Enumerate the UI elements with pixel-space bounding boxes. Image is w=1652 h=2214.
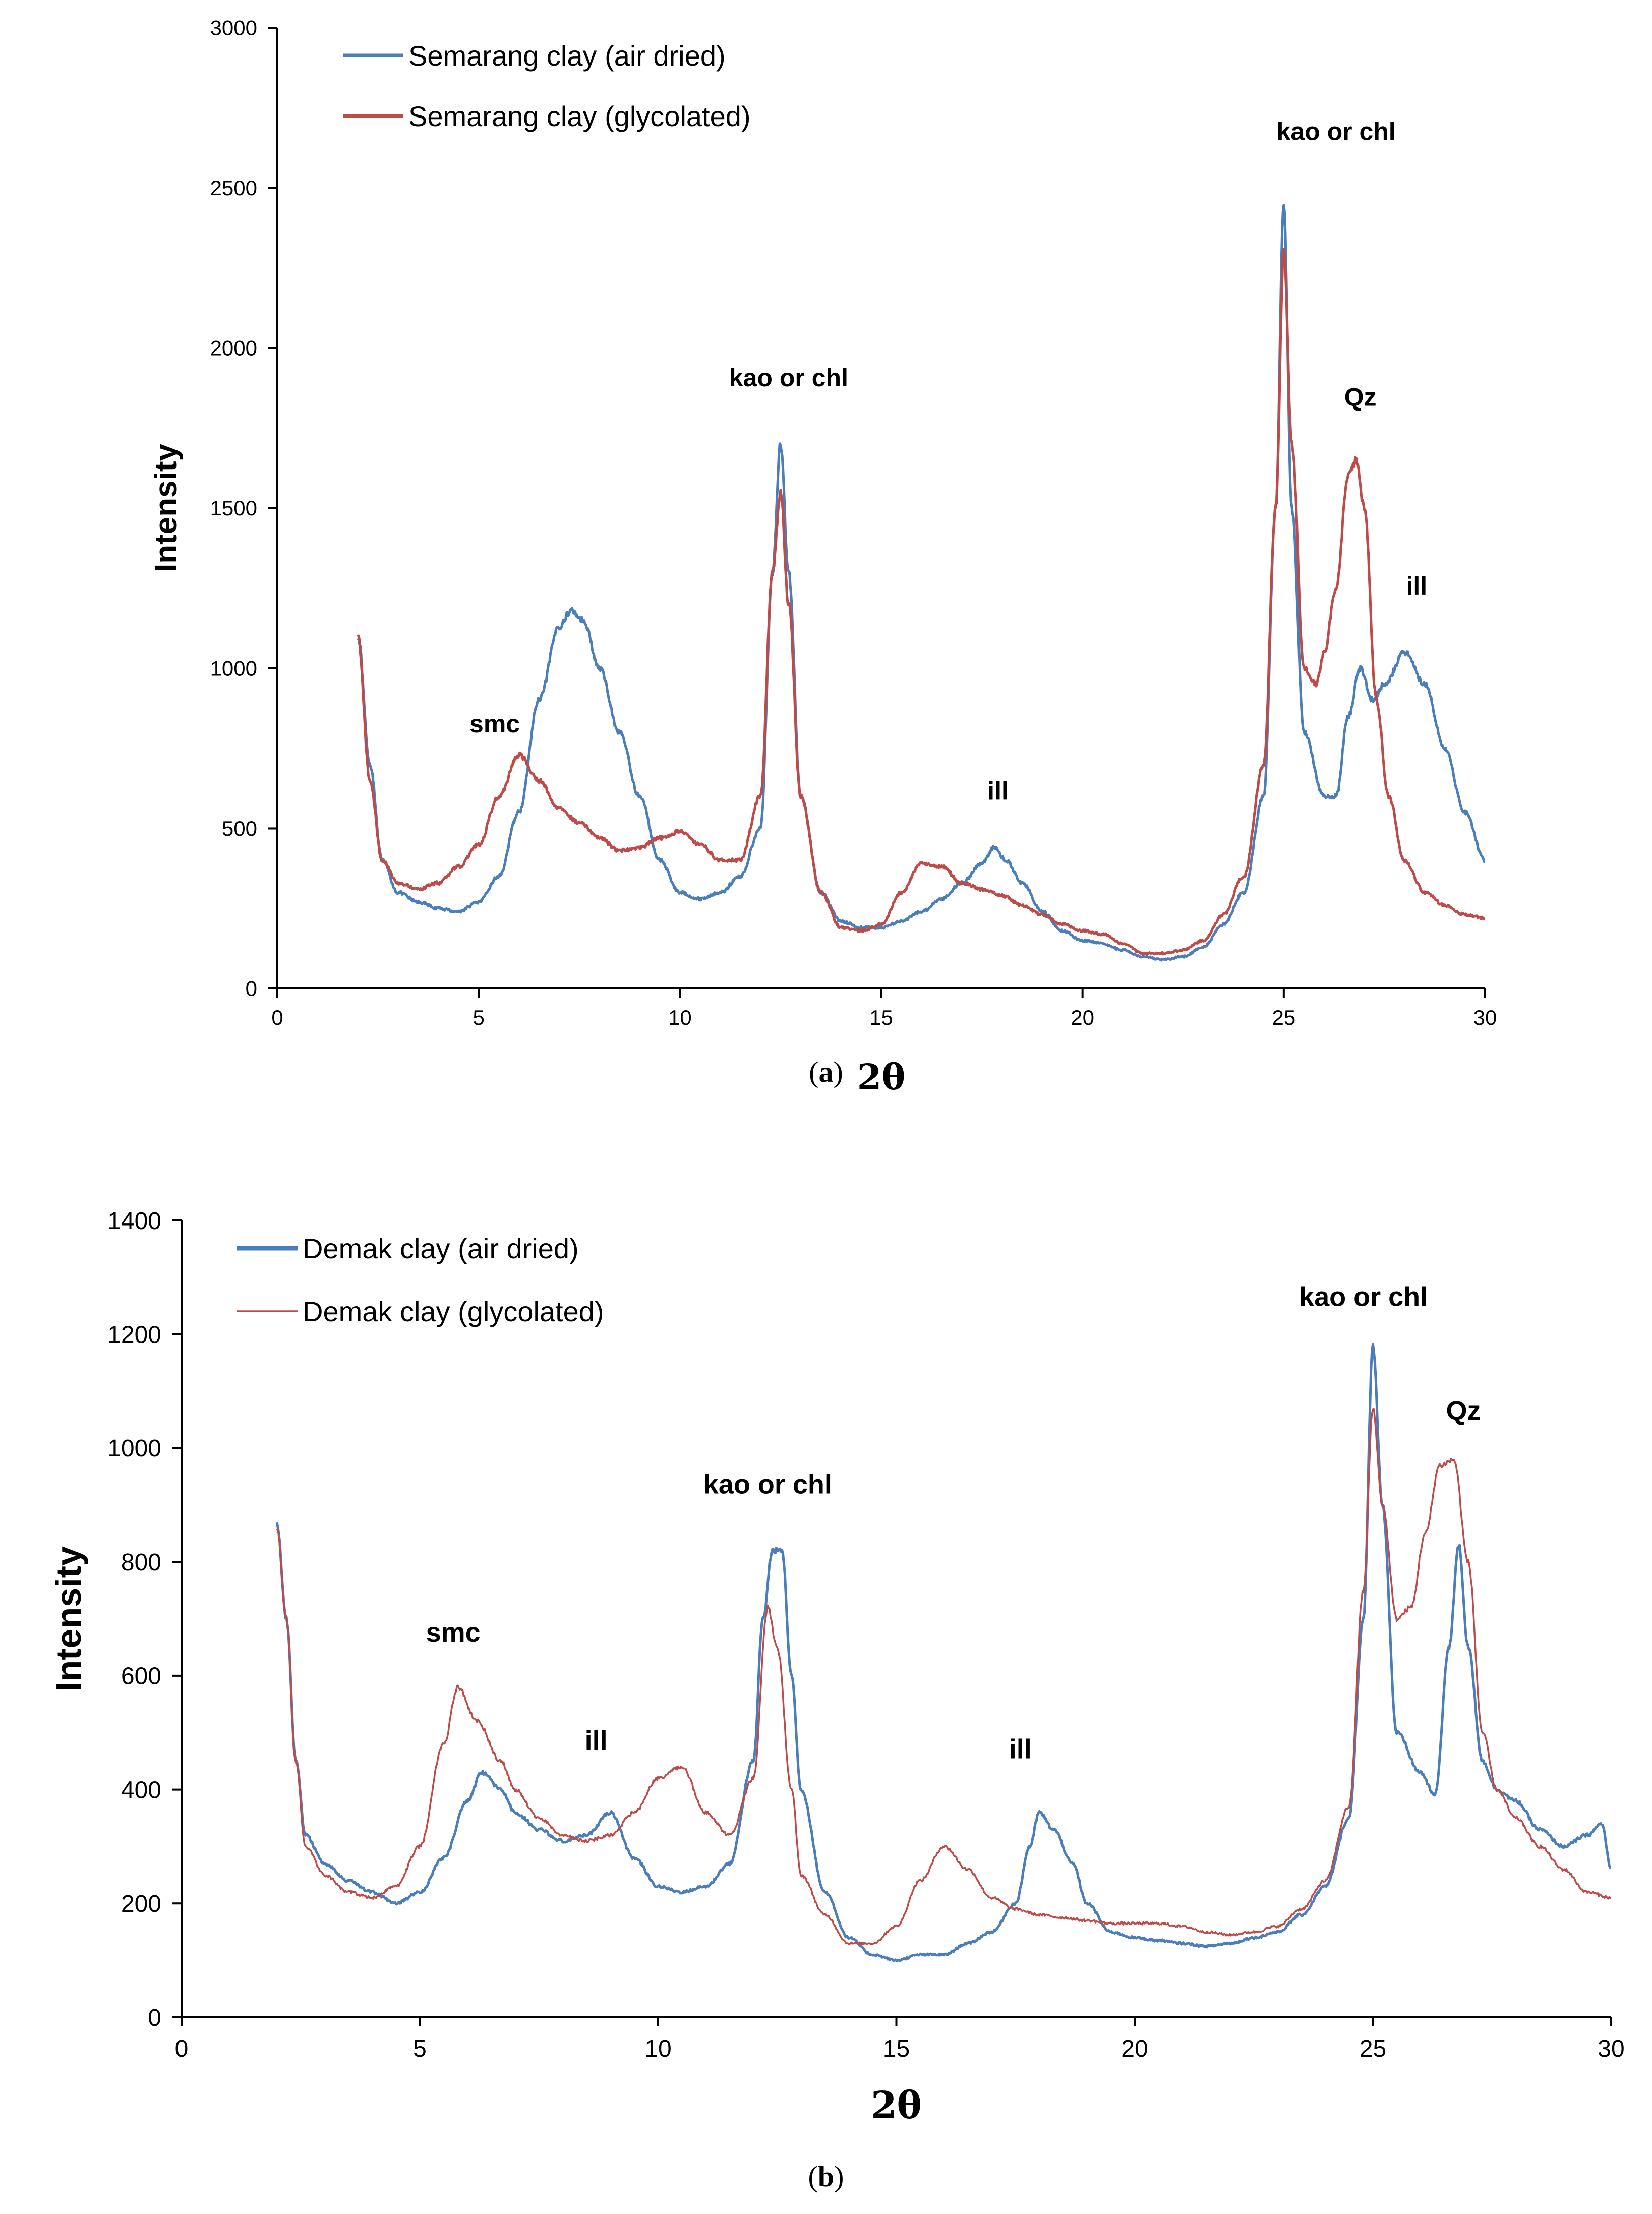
chart-b-peak-annotation: smc	[426, 1617, 481, 1648]
chart-a-peak-annotation: kao or chl	[729, 364, 848, 392]
chart-b-peak-annotation: ill	[585, 1726, 608, 1756]
chart-b-panel-letter: b	[818, 2160, 834, 2193]
chart-a-x-tick-label: 30	[1473, 1006, 1497, 1029]
chart-a-series-air-dried-line	[357, 204, 1485, 962]
chart-b-peak-annotation: kao or chl	[703, 1470, 832, 1500]
chart-b-y-tick-label: 1200	[107, 1322, 161, 1349]
chart-b-legend-label: Demak clay (glycolated)	[303, 1296, 604, 1327]
chart-b-peak-annotation: kao or chl	[1299, 1281, 1428, 1312]
chart-a-panel-letter: a	[819, 1056, 834, 1088]
chart-b-series-glycolated-line	[276, 1408, 1611, 1945]
chart-a-peak-annotation: Qz	[1344, 383, 1377, 411]
chart-b-x-tick-label: 20	[1121, 2035, 1148, 2062]
chart-a-x-tick-label: 0	[271, 1006, 283, 1029]
chart-b-x-tick-label: 5	[413, 2035, 427, 2062]
chart-a-y-tick-label: 0	[246, 977, 257, 1001]
chart-b-panel-label: (b)	[808, 2160, 844, 2193]
chart-a-peak-annotation: ill	[987, 777, 1009, 805]
chart-b-legend-label: Demak clay (air dried)	[303, 1233, 579, 1264]
chart-b-peak-annotation: Qz	[1446, 1395, 1481, 1426]
chart-a-y-tick-label: 1000	[210, 657, 257, 680]
chart-a-x-tick-label: 10	[668, 1006, 692, 1029]
chart-a-y-tick-label: 3000	[210, 16, 257, 40]
chart-a-peak-annotation: smc	[469, 710, 520, 738]
chart-a-x-tick-label: 5	[473, 1006, 484, 1029]
chart-b-y-tick-label: 1400	[107, 1208, 161, 1235]
chart-b-y-tick-label: 600	[121, 1663, 161, 1690]
chart-a-y-tick-label: 500	[222, 817, 257, 840]
chart-b-x-axis-title: 2θ	[871, 2084, 922, 2127]
chart-a-x-tick-label: 25	[1272, 1006, 1295, 1029]
chart-a-y-axis-title: Intensity	[149, 444, 184, 572]
chart-b-y-tick-label: 0	[148, 2005, 161, 2031]
chart-b-y-tick-label: 800	[121, 1549, 161, 1576]
chart-b-x-tick-label: 10	[644, 2035, 671, 2062]
chart-a-x-axis-title: 2θ	[857, 1056, 905, 1098]
chart-a-y-tick-label: 2000	[210, 336, 257, 360]
chart-b-series-air-dried-line	[275, 1343, 1611, 1962]
chart-b-x-tick-label: 30	[1598, 2035, 1624, 2062]
chart-a-legend-label: Semarang clay (air dried)	[408, 40, 726, 72]
chart-a-peak-annotation: ill	[1406, 572, 1427, 600]
chart-b-xrd-demak: 0 200 400 600 800 1000 1200 1400 0 5 10 15 20 25 30 Int…	[49, 1208, 1625, 2193]
chart-a-x-tick-label: 20	[1071, 1006, 1094, 1029]
chart-b-y-tick-label: 400	[121, 1777, 161, 1803]
chart-a-y-tick-label: 2500	[210, 176, 257, 200]
chart-a-xrd-semarang: 0 500 1000 1500 2000 2500 3000 0 5 10 15 20 25 30 Inte…	[149, 16, 1497, 1098]
chart-a-y-tick-label: 1500	[210, 496, 257, 520]
chart-b-peak-annotation: ill	[1009, 1734, 1032, 1765]
chart-a-series-glycolated-line	[357, 248, 1485, 956]
chart-b-y-tick-label: 1000	[107, 1435, 161, 1462]
chart-b-y-axis-title: Intensity	[49, 1546, 88, 1692]
chart-a-peak-annotation: kao or chl	[1277, 117, 1396, 145]
chart-b-x-tick-label: 0	[175, 2035, 189, 2062]
chart-b-y-tick-label: 200	[121, 1891, 161, 1917]
chart-b-x-tick-label: 15	[883, 2035, 910, 2062]
chart-b-x-tick-label: 25	[1360, 2035, 1386, 2062]
chart-a-panel-label: (a)	[809, 1056, 843, 1088]
chart-a-legend-label: Semarang clay (glycolated)	[408, 100, 751, 132]
chart-a-x-tick-label: 15	[869, 1006, 893, 1029]
